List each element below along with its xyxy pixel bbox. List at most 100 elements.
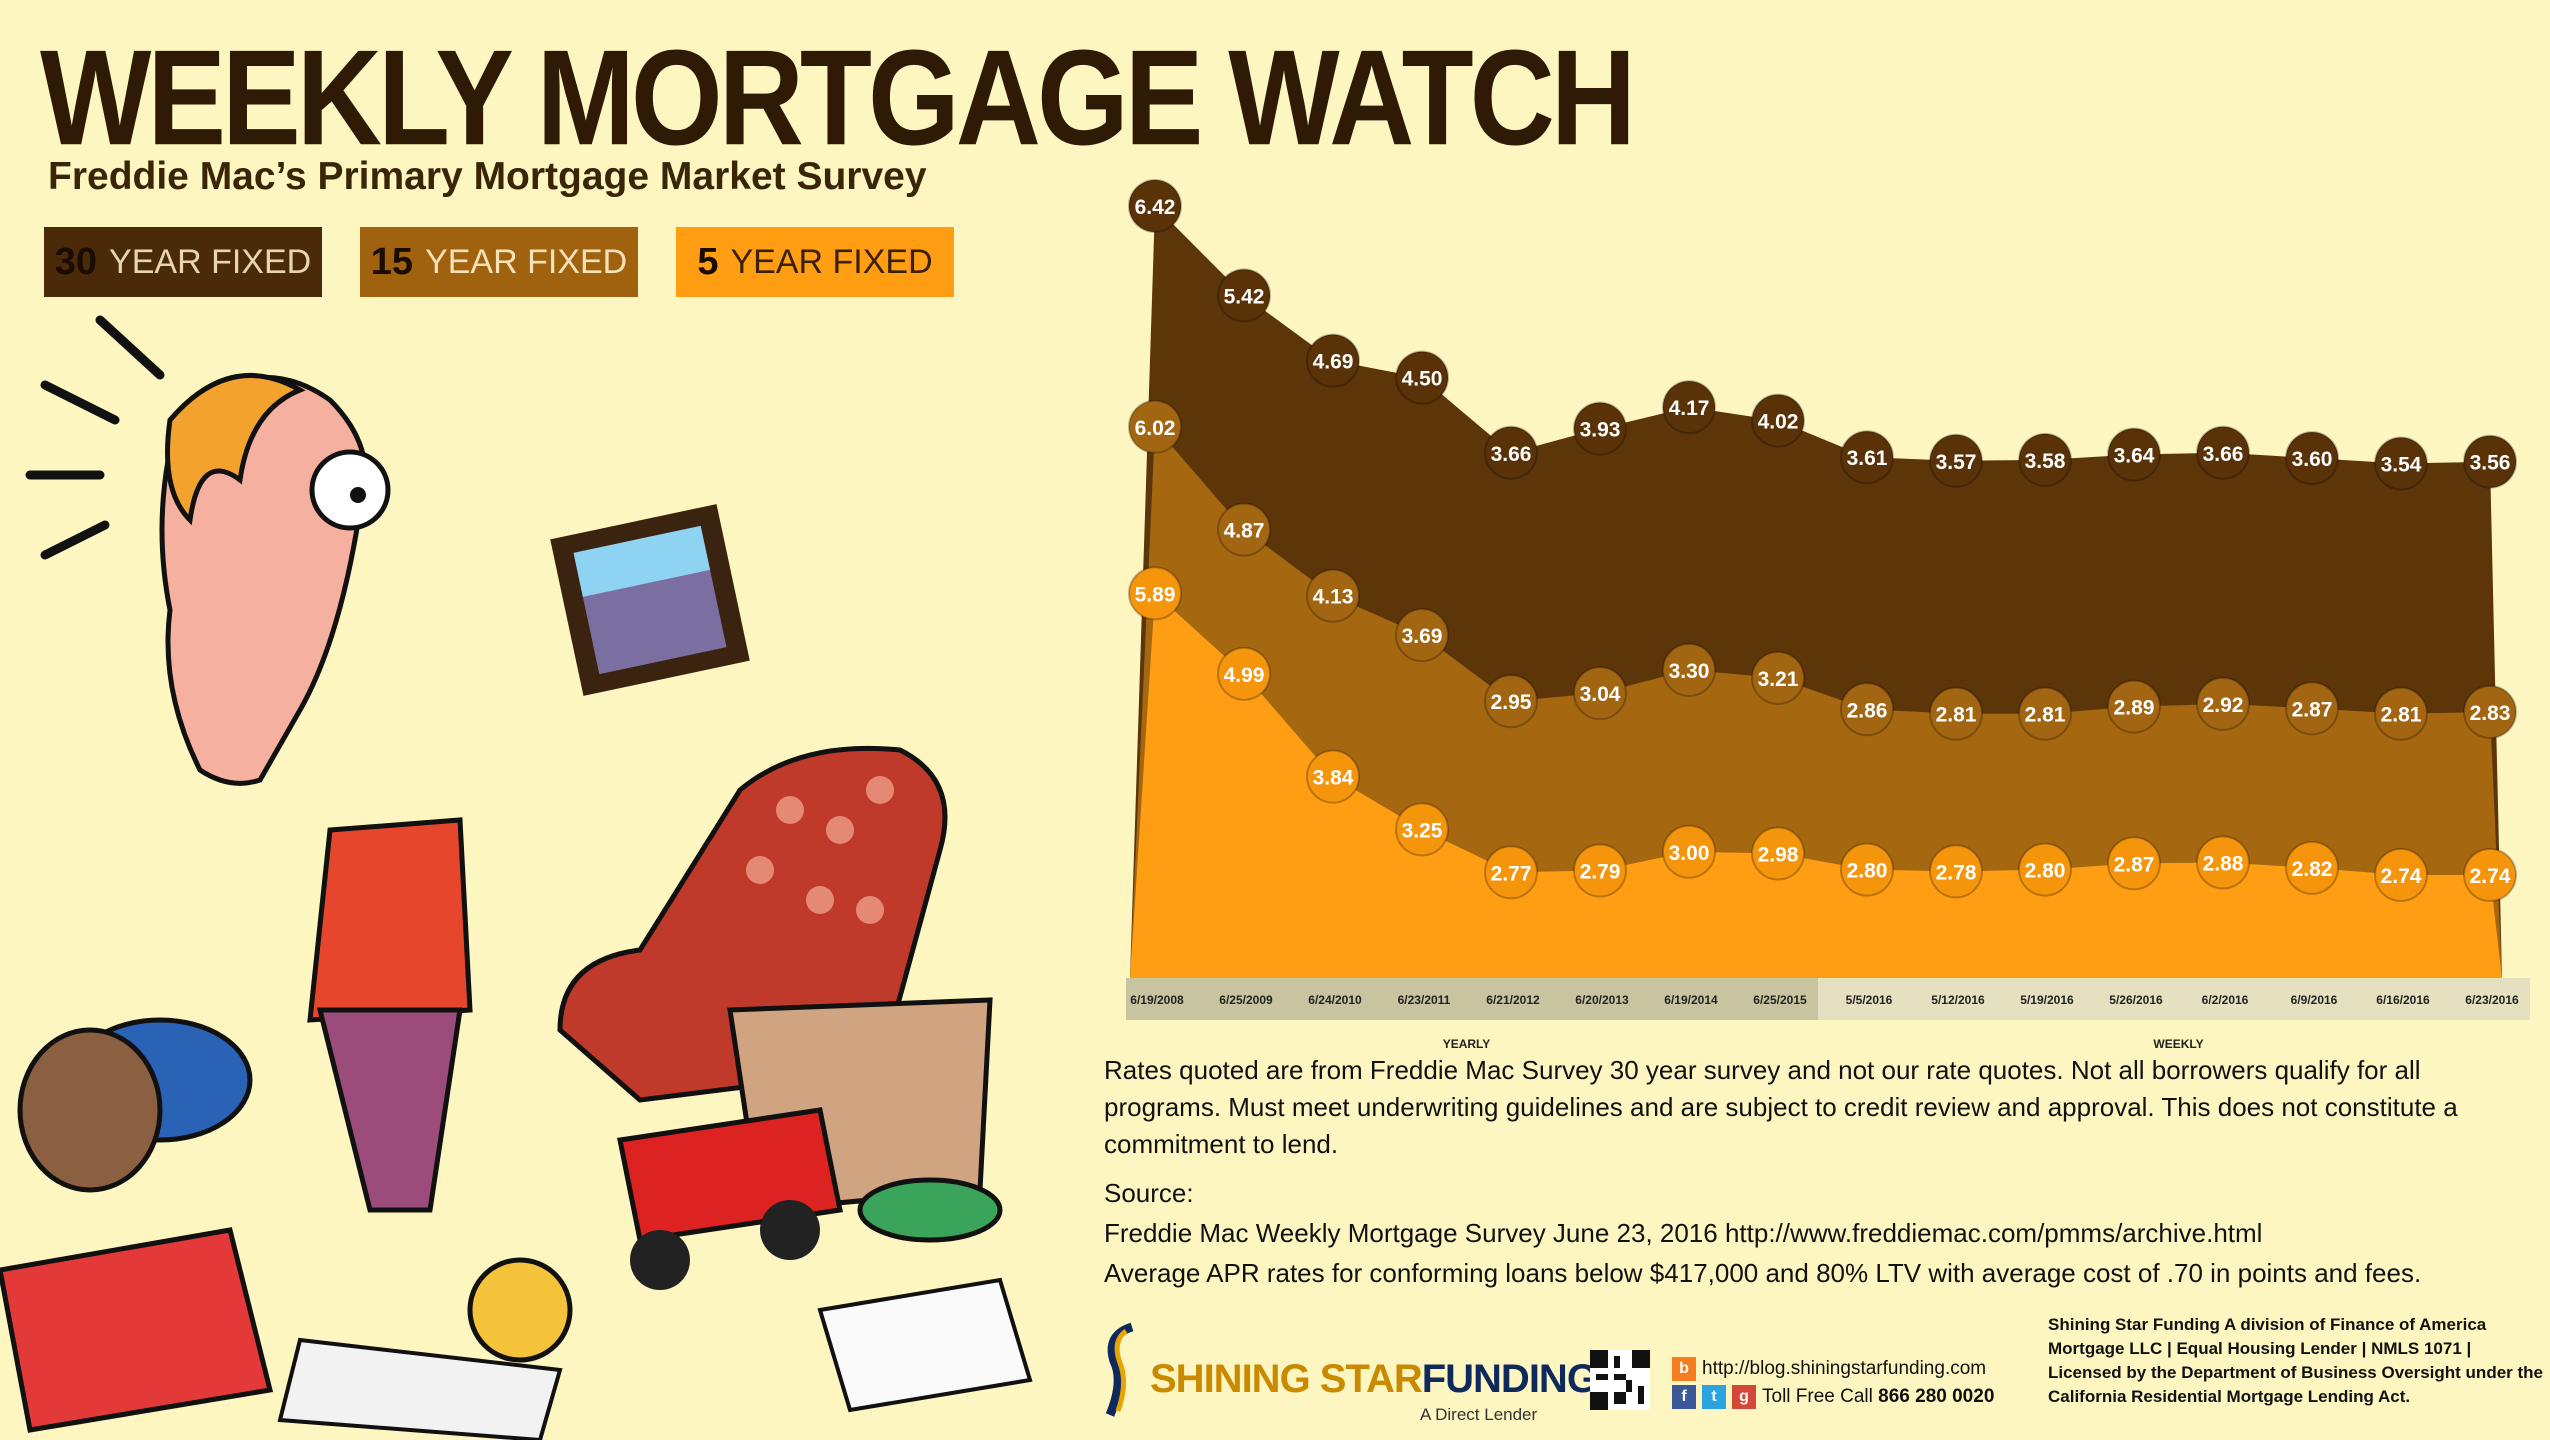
data-point [1306,749,1360,804]
legend-30-num: 30 [54,240,98,283]
legend-15-year: 15 YEAR FIXED [360,227,638,297]
data-point [2463,684,2517,739]
data-point [1484,674,1538,729]
blogger-icon[interactable]: b [1672,1356,1696,1381]
data-point [2196,835,2250,890]
area-series-2 [1130,426,2502,978]
data-point [1573,843,1627,898]
data-point [2107,679,2161,734]
tollfree-number[interactable]: 866 280 0020 [1878,1386,1995,1407]
data-label: 2.78 [1936,861,1977,884]
disclaimer-text: Rates quoted are from Freddie Mac Survey… [1104,1055,2458,1159]
twitter-icon[interactable]: t [1702,1384,1726,1409]
data-point [1484,425,1538,480]
data-label: 3.54 [2381,453,2422,476]
data-label: 3.30 [1669,660,1710,683]
data-point [2463,848,2517,902]
x-tick-label: 6/16/2016 [2376,993,2430,1007]
source-line-2: Average APR rates for conforming loans b… [1104,1258,2422,1288]
data-point [1217,268,1271,323]
blog-link[interactable]: http://blog.shiningstarfunding.com [1702,1358,1987,1379]
data-label: 2.81 [2025,704,2066,727]
brand-name-part-1: SHINING [1150,1357,1320,1401]
data-label: 2.80 [1847,860,1888,883]
data-point [1840,430,1894,485]
data-label: 2.95 [1491,691,1532,714]
data-point [1840,682,1894,737]
data-point [2374,848,2428,902]
x-axis-ticks: 6/19/2008 6/25/2009 6/24/2010 6/23/2011 6/21… [1130,993,2519,1007]
data-label: 2.89 [2114,697,2155,720]
x-tick-label: 6/20/2013 [1575,993,1629,1007]
data-label: 4.13 [1313,586,1354,609]
data-label: 4.69 [1313,351,1354,374]
brand-name: SHINING STARFUNDING [1150,1357,1598,1402]
legend-30-label: YEAR FIXED [109,242,312,281]
area-series-3 [1130,593,2502,978]
chart-areas [1130,206,2502,978]
x-tick-label: 5/19/2016 [2020,993,2074,1007]
data-point [1128,399,1182,454]
data-point [1395,608,1449,663]
boxes-and-toys-icon [0,997,1033,1440]
data-point [2285,431,2339,486]
data-label: 3.66 [1491,443,1532,466]
data-point [1395,350,1449,405]
cartoon-illustration [0,315,1033,1440]
data-label: 2.74 [2470,865,2511,888]
facebook-icon[interactable]: f [1672,1384,1696,1409]
data-label: 3.61 [1847,447,1888,470]
data-label: 2.92 [2203,694,2244,717]
data-label: 4.02 [1758,411,1799,434]
data-point [1929,844,1983,899]
data-label: 2.98 [1758,844,1799,867]
data-point [2374,436,2428,491]
data-point [1217,502,1271,557]
data-point [2018,686,2072,741]
x-group-label: WEEKLY [2153,1037,2203,1050]
data-label: 2.82 [2292,858,2333,881]
data-point [1484,845,1538,900]
data-point [1751,393,1805,448]
data-label: 2.87 [2292,698,2333,721]
x-tick-label: 6/23/2011 [1398,993,1451,1007]
google-plus-icon[interactable]: g [1732,1384,1756,1409]
alarm-lines-icon [25,315,165,560]
data-point [2285,840,2339,895]
data-label: 3.84 [1313,767,1354,790]
woman-figure-icon [159,373,473,1213]
data-point [1929,686,1983,741]
data-label: 2.80 [2025,860,2066,883]
picture-frame-icon [550,504,750,696]
data-point [1662,824,1716,879]
x-group-label: YEARLY [1443,1037,1491,1050]
page-subtitle: Freddie Mac’s Primary Mortgage Market Su… [48,155,927,198]
weekly-axis-band [1818,978,2530,1020]
data-label: 3.64 [2114,445,2155,468]
data-label: 3.21 [1758,668,1799,691]
page-title: WEEKLY MORTGAGE WATCH [40,22,1636,175]
data-point [1573,401,1627,456]
x-tick-label: 6/25/2015 [1753,993,1807,1007]
source-line-1: Freddie Mac Weekly Mortgage Survey June … [1104,1218,2263,1248]
chart-marks: 6.42 5.42 4.69 4.50 3.66 3.93 4.17 4.02 3.61 3.57… [1128,179,2517,902]
data-label: 3.60 [2292,448,2333,471]
data-label: 6.42 [1135,196,1176,219]
data-point [1128,566,1182,621]
data-point [1573,666,1627,721]
data-label: 3.93 [1580,419,1621,442]
brand-name-part-2: STAR [1319,1357,1423,1401]
x-tick-label: 6/19/2008 [1130,993,1184,1007]
data-point [2374,686,2428,741]
data-label: 5.42 [1224,285,1265,308]
data-label: 2.86 [1847,699,1888,722]
data-label: 4.50 [1402,368,1443,391]
source-heading: Source: [1104,1178,1194,1208]
data-point [1751,650,1805,705]
legend-5-label: YEAR FIXED [730,242,933,281]
brand-name-part-3: FUNDING [1421,1357,1598,1401]
data-label: 3.25 [1402,819,1443,842]
data-point [1306,333,1360,388]
data-point [1662,380,1716,435]
